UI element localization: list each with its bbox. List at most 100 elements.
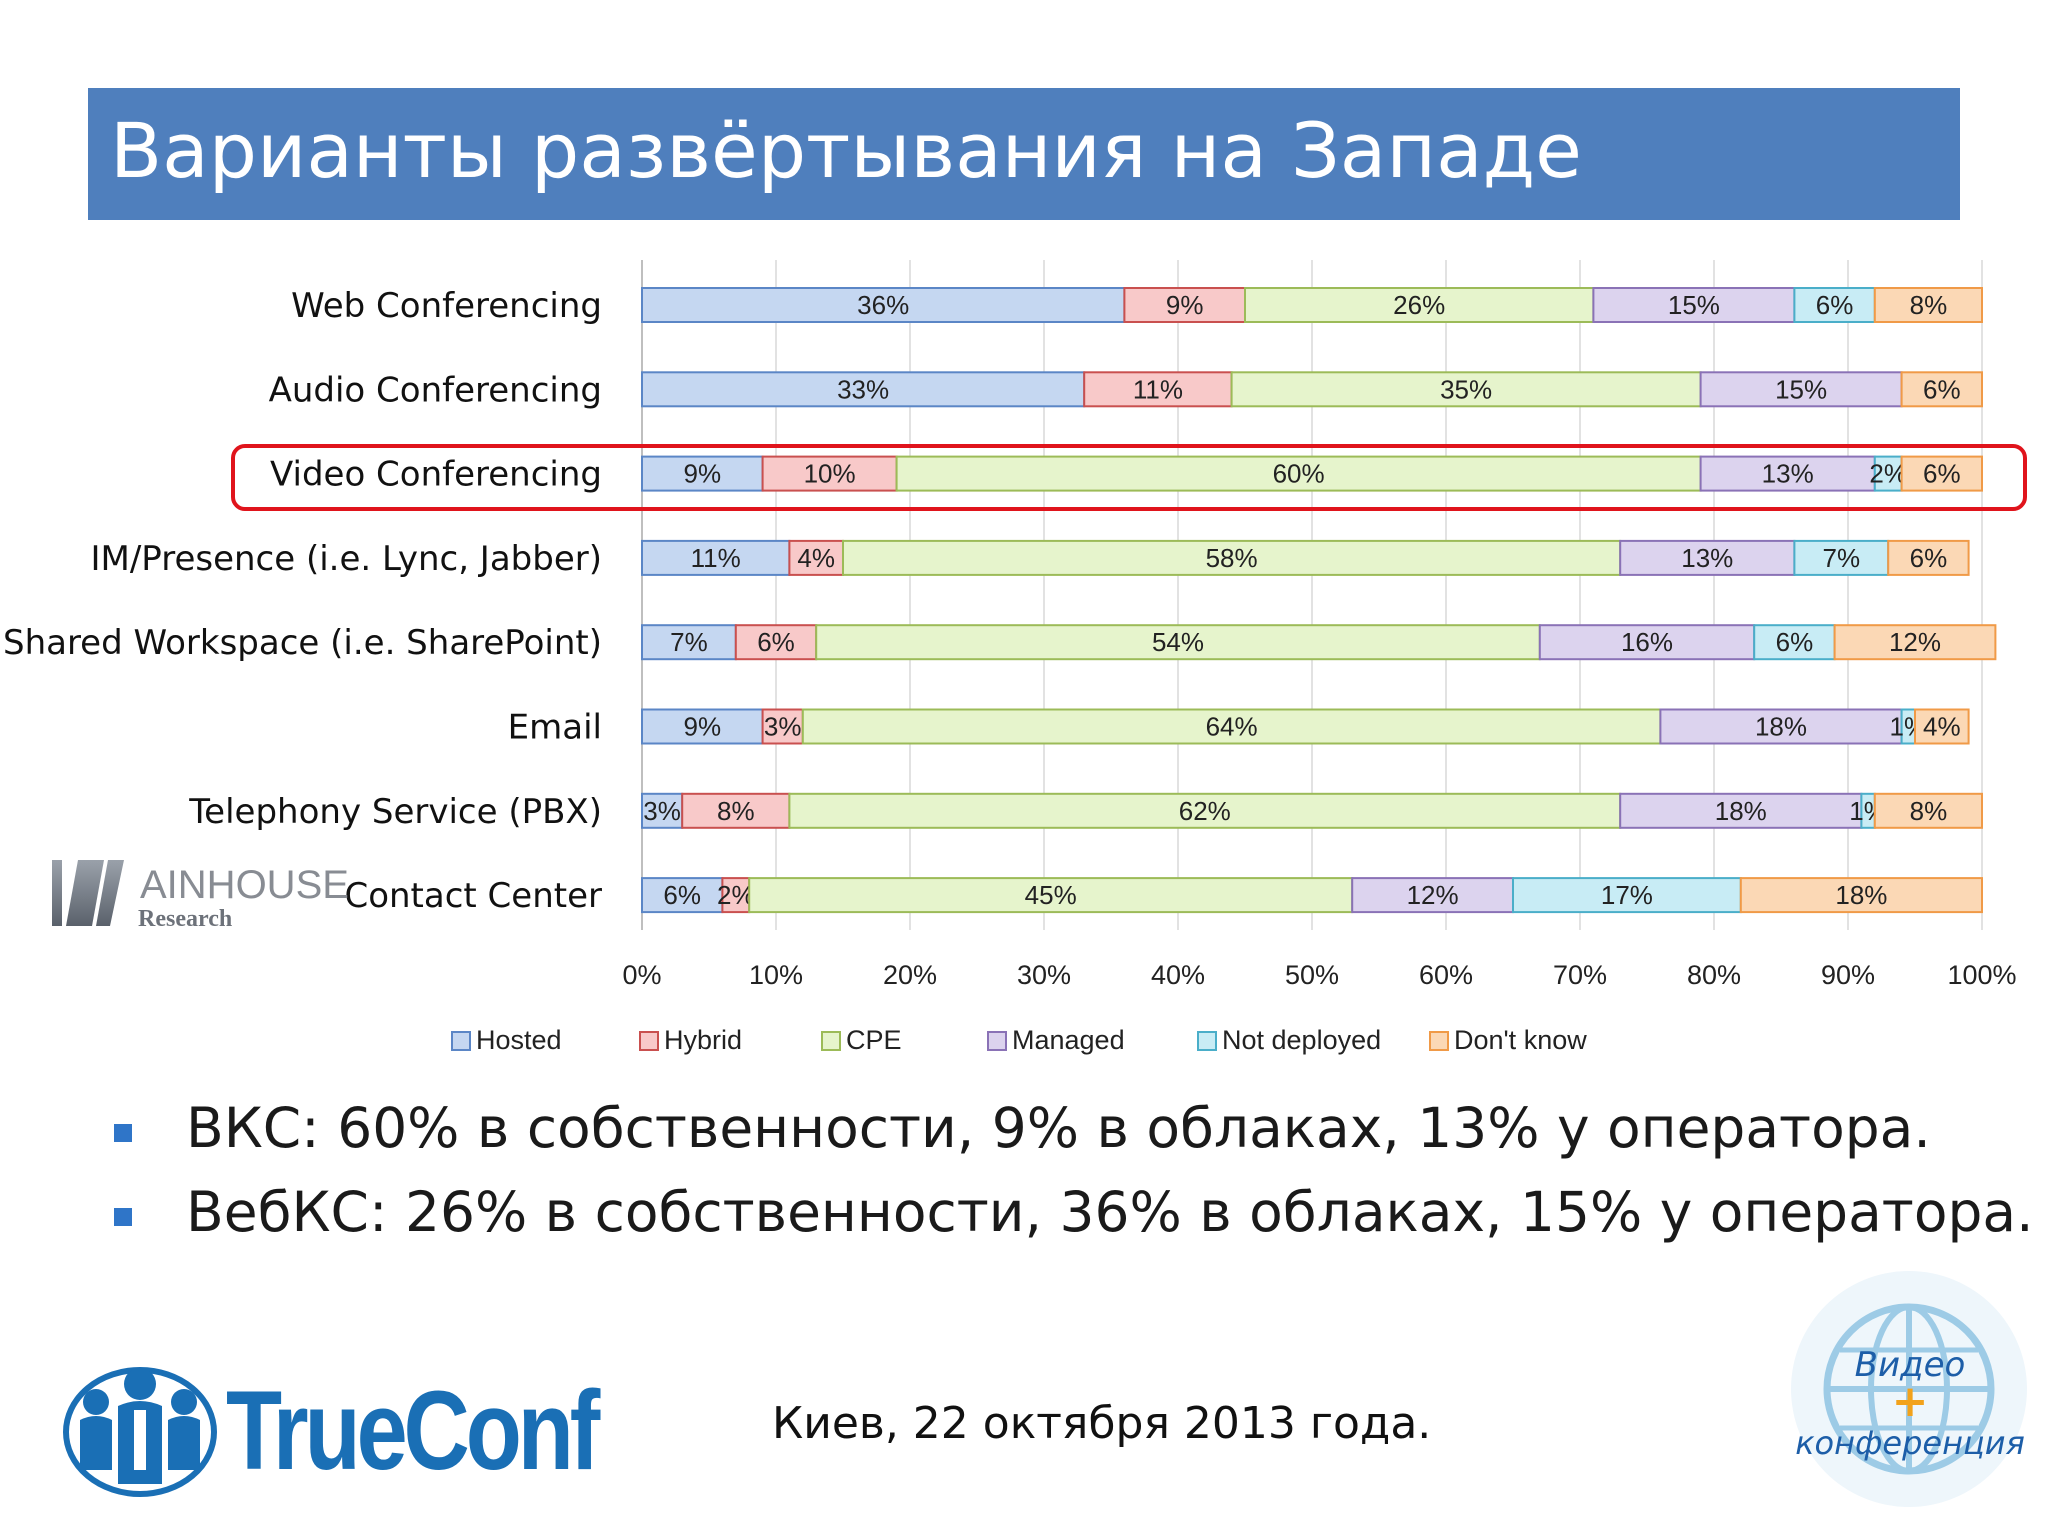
bullet-text: ВКС: 60% в собственности, 9% в облаках, … <box>186 1096 1931 1160</box>
trueconf-logo-text: TrueConf <box>226 1368 600 1493</box>
bar-segment <box>1244 287 1595 323</box>
data-label: 9% <box>1166 290 1204 320</box>
data-label: 18% <box>1835 880 1887 910</box>
category-label: Video Conferencing <box>270 455 602 495</box>
bar-segment <box>641 708 764 745</box>
data-label: 6% <box>663 880 701 910</box>
x-tick-label: 0% <box>622 960 661 990</box>
legend-label: Don't know <box>1454 1025 1587 1055</box>
video-logo-line1: Видео <box>1855 1345 1966 1385</box>
data-label: 4% <box>797 543 835 573</box>
bar-segment <box>1833 624 1997 661</box>
title-bar: Варианты развёртывания на Западе <box>88 88 1960 220</box>
legend-label: Hosted <box>476 1025 562 1055</box>
wainhouse-logo: AINHOUSE Research <box>52 860 349 932</box>
people-icon <box>63 1367 217 1497</box>
legend-swatch <box>1429 1031 1449 1051</box>
data-label: 6% <box>757 627 795 657</box>
category-labels: Web Conferencing Audio Conferencing Video … <box>3 286 602 916</box>
data-label: 10% <box>804 459 856 489</box>
data-label: 6% <box>1816 290 1854 320</box>
video-conference-logo: Видео + конференция <box>1791 1271 2027 1507</box>
x-tick-label: 100% <box>1947 960 2016 990</box>
bar-segment <box>801 708 1662 745</box>
bar-segment <box>788 539 845 576</box>
category-label: Audio Conferencing <box>269 370 602 410</box>
data-label: 6% <box>1776 627 1814 657</box>
data-label: 64% <box>1206 712 1258 742</box>
data-label: 8% <box>1910 290 1948 320</box>
data-label: 6% <box>1923 459 1961 489</box>
category-label: Contact Center <box>344 876 602 916</box>
legend-label: Hybrid <box>664 1025 742 1055</box>
data-label: 11% <box>1133 374 1183 404</box>
x-tick-label: 30% <box>1017 960 1071 990</box>
slide-title: Варианты развёртывания на Западе <box>110 106 1582 195</box>
highlight-box <box>231 444 2027 511</box>
data-label: 9% <box>684 459 722 489</box>
data-label: 8% <box>1910 796 1948 826</box>
data-label: 33% <box>837 374 889 404</box>
bar-segment <box>1659 708 1903 745</box>
category-label: Web Conferencing <box>291 286 602 326</box>
legend-swatch <box>639 1031 659 1051</box>
wainhouse-logo-line2: Research <box>138 906 232 932</box>
data-label: 13% <box>1762 459 1814 489</box>
bullet-square-icon <box>114 1208 132 1226</box>
bar-segment <box>1900 455 1983 492</box>
data-label: 54% <box>1152 627 1204 657</box>
bar-segment <box>895 455 1702 492</box>
data-label: 16% <box>1621 627 1673 657</box>
data-label: 18% <box>1755 712 1807 742</box>
category-label: Telephony Service (PBX) <box>188 792 602 832</box>
legend-swatch <box>821 1031 841 1051</box>
legend-label: Not deployed <box>1222 1025 1381 1055</box>
data-label: 7% <box>1823 543 1861 573</box>
x-tick-label: 70% <box>1553 960 1607 990</box>
legend-label: CPE <box>846 1025 902 1055</box>
x-tick-label: 20% <box>883 960 937 990</box>
bar-segment <box>641 371 1086 408</box>
bar-segment <box>641 287 1126 323</box>
legend-swatch <box>1197 1031 1217 1051</box>
bar-segment <box>788 792 1622 829</box>
stacked-bar-chart: 36% 9% 26% 15% 6% 8% 33% 11% 35% 15% 6% 9% 10% 60% 13%… <box>3 260 2027 1055</box>
wainhouse-logo-line1: AINHOUSE <box>140 863 349 907</box>
x-tick-label: 10% <box>749 960 803 990</box>
data-label: 4% <box>1923 712 1961 742</box>
bar-segment <box>1230 371 1702 408</box>
gridlines <box>641 260 1983 930</box>
bar-segment <box>1699 371 1903 408</box>
bullet-text: ВебКС: 26% в собственности, 36% в облака… <box>186 1180 2034 1244</box>
bar-segment <box>748 877 1354 914</box>
data-label: 58% <box>1206 543 1258 573</box>
data-label: 9% <box>684 712 722 742</box>
bar-segment <box>641 624 737 661</box>
data-label: 12% <box>1889 627 1941 657</box>
x-tick-labels: 0% 10% 20% 30% 40% 50% 60% 70% 80% 90% 100% <box>622 960 2016 990</box>
bar-segment <box>1914 708 1970 745</box>
x-tick-label: 60% <box>1419 960 1473 990</box>
data-label: 12% <box>1407 880 1459 910</box>
bar-segment <box>842 539 1622 576</box>
bar-segment <box>1873 287 1984 323</box>
bar-segment <box>1793 287 1876 323</box>
bullet-square-icon <box>114 1124 132 1142</box>
x-tick-label: 90% <box>1821 960 1875 990</box>
data-label: 3% <box>643 796 681 826</box>
bar-segment <box>1512 877 1742 914</box>
data-label: 17% <box>1601 880 1653 910</box>
data-label: 3% <box>764 712 802 742</box>
bar-segment <box>761 455 898 492</box>
legend-swatch <box>451 1031 471 1051</box>
legend-swatch <box>987 1031 1007 1051</box>
x-tick-label: 80% <box>1687 960 1741 990</box>
bar-segment <box>1592 287 1796 323</box>
bar-segment <box>641 539 791 576</box>
bar-segment <box>721 877 751 914</box>
data-label: 11% <box>691 543 741 573</box>
data-label: 7% <box>670 627 708 657</box>
data-label: 8% <box>717 796 755 826</box>
data-label: 62% <box>1179 796 1231 826</box>
data-label: 15% <box>1668 290 1720 320</box>
